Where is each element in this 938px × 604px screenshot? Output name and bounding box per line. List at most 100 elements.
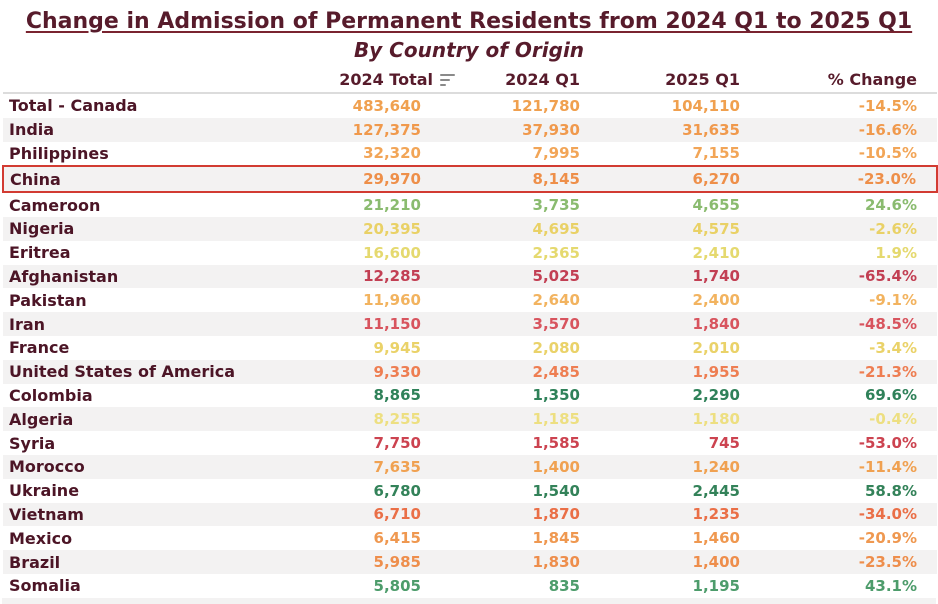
country-cell: Somalia bbox=[9, 576, 81, 596]
total-2024-cell: 32,320 bbox=[363, 144, 421, 163]
q1-2025-cell: 7,155 bbox=[692, 144, 740, 163]
q1-2024-cell: 37,930 bbox=[463, 117, 623, 142]
total-2024-cell: 5,805 bbox=[373, 576, 421, 595]
q1-2025-cell: 2,010 bbox=[692, 338, 740, 357]
total-2024-cell: 29,970 bbox=[303, 165, 463, 194]
table-row[interactable]: Ukraine 6,780 1,540 2,445 58.8% bbox=[3, 479, 937, 503]
q1-2024-cell: 1,870 bbox=[463, 502, 623, 527]
q1-2025-cell: 745 bbox=[708, 434, 740, 453]
country-cell: Nigeria bbox=[3, 216, 303, 241]
table-row[interactable]: France 9,945 2,080 2,010 -3.4% bbox=[3, 336, 937, 360]
table-row[interactable]: Mexico 6,415 1,845 1,460 -20.9% bbox=[3, 526, 937, 550]
pct-change-cell: 69.6% bbox=[864, 386, 917, 405]
total-2024-cell: 11,150 bbox=[303, 312, 463, 336]
pct-change-cell: -21.3% bbox=[783, 359, 937, 384]
table-row[interactable]: Pakistan 11,960 2,640 2,400 -9.1% bbox=[3, 288, 937, 312]
q1-2025-cell: 1,180 bbox=[623, 407, 783, 432]
total-2024-cell: 127,375 bbox=[303, 117, 463, 142]
q1-2024-cell: 8,145 bbox=[463, 165, 623, 194]
table-row[interactable]: Colombia 8,865 1,350 2,290 69.6% bbox=[3, 384, 937, 408]
country-cell: France bbox=[9, 338, 70, 358]
q1-2024-cell: 2,485 bbox=[463, 359, 623, 384]
pct-change-cell: 24.6% bbox=[864, 196, 917, 215]
pct-change-cell: -23.0% bbox=[783, 165, 938, 194]
header-row: 2024 Total 2024 Q1 2025 Q1 % Change bbox=[3, 67, 937, 94]
q1-2024-cell: 1,540 bbox=[532, 481, 580, 500]
country-cell: Vietnam bbox=[3, 502, 303, 527]
table-row[interactable]: United States of America 9,330 2,485 1,9… bbox=[3, 359, 937, 384]
q1-2024-cell: 121,780 bbox=[511, 96, 580, 115]
partial-next-row bbox=[2, 597, 936, 604]
country-cell: United States of America bbox=[3, 359, 303, 384]
q1-2025-cell: 2,410 bbox=[692, 243, 740, 262]
table-row[interactable]: Morocco 7,635 1,400 1,240 -11.4% bbox=[3, 454, 937, 479]
total-2024-cell: 8,255 bbox=[303, 407, 463, 432]
q1-2025-cell: 4,575 bbox=[623, 216, 783, 241]
table-row[interactable]: Somalia 5,805 835 1,195 43.1% bbox=[3, 574, 937, 598]
table-row[interactable]: Nigeria 20,395 4,695 4,575 -2.6% bbox=[3, 216, 937, 241]
q1-2024-cell: 1,585 bbox=[532, 434, 580, 453]
country-cell: Syria bbox=[9, 433, 56, 453]
column-header-2025-q1[interactable]: 2025 Q1 bbox=[623, 67, 783, 94]
table-row[interactable]: India 127,375 37,930 31,635 -16.6% bbox=[3, 117, 937, 142]
q1-2025-cell: 1,240 bbox=[623, 454, 783, 479]
page-title: Change in Admission of Permanent Residen… bbox=[25, 9, 913, 34]
q1-2025-cell: 4,655 bbox=[692, 196, 740, 215]
country-cell: Cameroon bbox=[9, 195, 101, 215]
country-cell: Mexico bbox=[9, 528, 73, 548]
q1-2025-cell: 1,460 bbox=[692, 529, 740, 548]
pct-change-cell: -2.6% bbox=[783, 216, 937, 241]
country-cell: China bbox=[2, 165, 303, 194]
total-2024-cell: 6,710 bbox=[303, 502, 463, 527]
table-row[interactable]: Iran 11,150 3,570 1,840 -48.5% bbox=[3, 312, 937, 336]
pct-change-cell: 1.9% bbox=[875, 243, 917, 262]
q1-2025-cell: 1,740 bbox=[623, 264, 783, 289]
table-row[interactable]: Vietnam 6,710 1,870 1,235 -34.0% bbox=[3, 502, 937, 527]
q1-2024-cell: 1,845 bbox=[532, 529, 580, 548]
pct-change-cell: -23.5% bbox=[783, 550, 937, 574]
total-2024-cell: 20,395 bbox=[303, 216, 463, 241]
q1-2024-cell: 3,735 bbox=[532, 196, 580, 215]
pct-change-cell: -53.0% bbox=[858, 434, 917, 453]
country-cell: Afghanistan bbox=[3, 264, 303, 289]
table-row[interactable]: Brazil 5,985 1,830 1,400 -23.5% bbox=[3, 550, 937, 574]
total-2024-cell: 11,960 bbox=[363, 291, 421, 310]
column-header-pct-change[interactable]: % Change bbox=[783, 67, 937, 94]
table-body: Total - Canada 483,640 121,780 104,110 -… bbox=[2, 93, 938, 598]
pct-change-cell: -3.4% bbox=[869, 338, 917, 357]
table-row[interactable]: Eritrea 16,600 2,365 2,410 1.9% bbox=[3, 241, 937, 265]
q1-2025-cell: 104,110 bbox=[671, 96, 740, 115]
total-2024-cell: 9,330 bbox=[303, 359, 463, 384]
table-row[interactable]: Total - Canada 483,640 121,780 104,110 -… bbox=[3, 93, 937, 118]
q1-2025-cell: 2,400 bbox=[692, 291, 740, 310]
q1-2025-cell: 2,445 bbox=[692, 481, 740, 500]
total-2024-cell: 5,985 bbox=[303, 550, 463, 574]
total-2024-cell: 6,415 bbox=[373, 529, 421, 548]
table-row[interactable]: Philippines 32,320 7,995 7,155 -10.5% bbox=[3, 142, 937, 167]
country-cell: Ukraine bbox=[9, 481, 80, 501]
q1-2025-cell: 1,840 bbox=[623, 312, 783, 336]
q1-2024-cell: 2,640 bbox=[532, 291, 580, 310]
pct-change-cell: -14.5% bbox=[858, 96, 917, 115]
table-row[interactable]: Afghanistan 12,285 5,025 1,740 -65.4% bbox=[3, 264, 937, 289]
table-row[interactable]: Syria 7,750 1,585 745 -53.0% bbox=[3, 431, 937, 455]
pct-change-cell: -9.1% bbox=[869, 291, 917, 310]
total-2024-cell: 7,750 bbox=[373, 434, 421, 453]
q1-2025-cell: 1,195 bbox=[692, 576, 740, 595]
pct-change-cell: -11.4% bbox=[783, 454, 937, 479]
country-cell: Brazil bbox=[3, 550, 303, 574]
table-row[interactable]: Cameroon 21,210 3,735 4,655 24.6% bbox=[3, 192, 937, 217]
pct-change-cell: -34.0% bbox=[783, 502, 937, 527]
column-header-2024-q1[interactable]: 2024 Q1 bbox=[463, 67, 623, 94]
table-row[interactable]: China 29,970 8,145 6,270 -23.0% bbox=[2, 165, 938, 194]
pct-change-cell: -10.5% bbox=[858, 144, 917, 163]
sort-descending-icon[interactable] bbox=[440, 73, 455, 86]
column-header-country bbox=[3, 67, 303, 94]
column-header-2024-total[interactable]: 2024 Total bbox=[303, 67, 463, 94]
total-2024-cell: 16,600 bbox=[363, 243, 421, 262]
q1-2024-cell: 4,695 bbox=[463, 216, 623, 241]
table-row[interactable]: Algeria 8,255 1,185 1,180 -0.4% bbox=[3, 407, 937, 432]
pct-change-cell: -65.4% bbox=[783, 264, 937, 289]
table-header: 2024 Total 2024 Q1 2025 Q1 % Change bbox=[3, 67, 937, 94]
